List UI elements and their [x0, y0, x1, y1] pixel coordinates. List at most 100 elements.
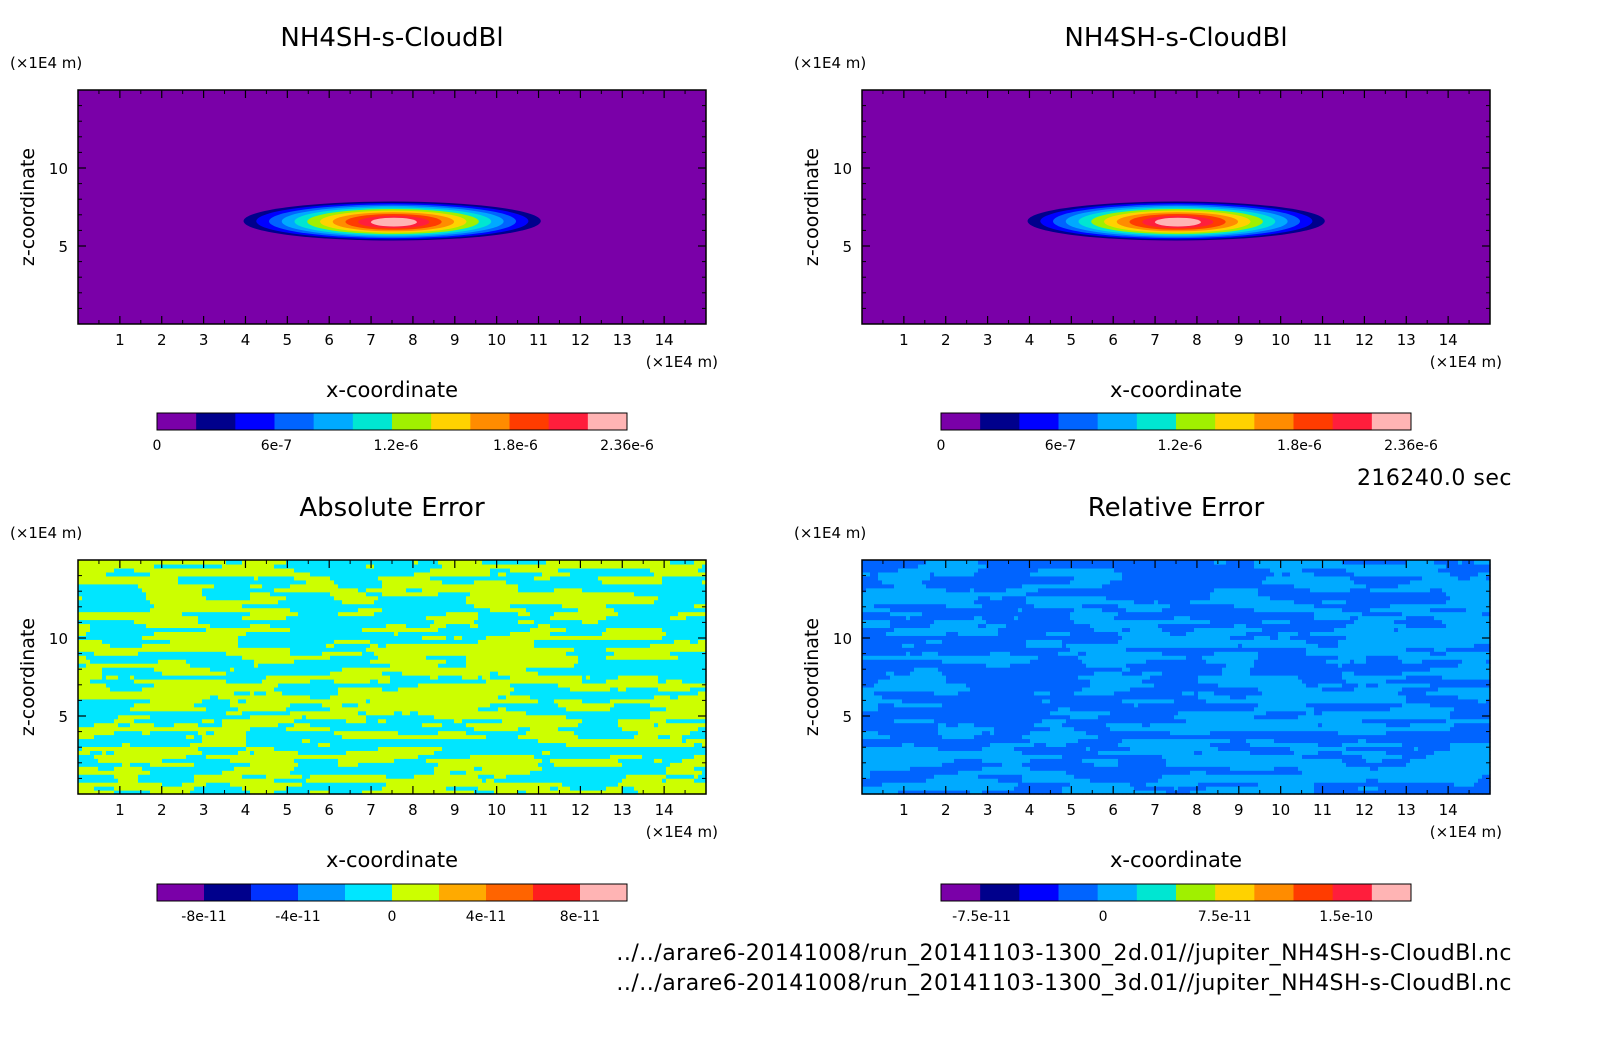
- field-cell: [266, 635, 271, 640]
- field-cell: [286, 651, 291, 656]
- field-cell: [118, 615, 123, 621]
- field-cell: [290, 782, 295, 787]
- field-cell: [178, 758, 183, 763]
- field-cell: [326, 758, 331, 763]
- field-cell: [226, 619, 231, 625]
- field-cell: [186, 758, 191, 763]
- field-cell: [134, 754, 139, 759]
- field-cell: [118, 782, 123, 787]
- field-cell: [250, 639, 255, 644]
- field-cell: [350, 770, 355, 775]
- field-cell: [198, 754, 203, 759]
- field-cell: [86, 682, 91, 688]
- field-cell: [82, 750, 87, 755]
- field-cell: [278, 702, 283, 708]
- field-cell: [246, 591, 251, 597]
- x-tick-label: 8: [408, 331, 418, 349]
- field-cell: [130, 607, 135, 613]
- field-cell: [266, 560, 271, 565]
- field-cell: [146, 686, 151, 692]
- field-cell: [322, 766, 327, 771]
- field-cell: [362, 738, 367, 744]
- field-cell: [86, 659, 91, 664]
- field-cell: [134, 587, 139, 593]
- field-cell: [230, 659, 235, 664]
- field-cell: [334, 611, 339, 617]
- field-cell: [174, 675, 179, 680]
- field-cell: [222, 587, 227, 593]
- field-cell: [126, 682, 131, 688]
- field-cell: [246, 698, 251, 704]
- field-cell: [266, 762, 271, 767]
- field-cell: [182, 790, 187, 795]
- field-cell: [102, 675, 107, 680]
- field-cell: [346, 639, 351, 644]
- field-cell: [142, 742, 147, 748]
- field-cell: [390, 746, 395, 751]
- field-cell: [258, 750, 263, 755]
- field-cell: [214, 671, 219, 676]
- field-cell: [346, 667, 351, 672]
- field-cell: [98, 770, 103, 775]
- colorbar-tick-label: 1.2e-6: [1158, 438, 1203, 454]
- field-cell: [338, 579, 343, 585]
- field-cell: [162, 678, 167, 684]
- field-cell: [222, 643, 227, 648]
- field-cell: [390, 655, 395, 660]
- field-cell: [90, 639, 95, 644]
- field-cell: [214, 571, 219, 577]
- field-cell: [234, 635, 239, 640]
- field-cell: [210, 786, 215, 791]
- field-cell: [218, 579, 223, 585]
- field-cell: [222, 663, 227, 668]
- field-cell: [162, 730, 167, 736]
- field-cell: [210, 567, 215, 573]
- field-cell: [190, 623, 195, 629]
- field-cell: [350, 627, 355, 632]
- field-cell: [302, 702, 307, 708]
- field-cell: [214, 702, 219, 708]
- field-cell: [262, 607, 267, 613]
- field-cell: [174, 579, 179, 585]
- field-cell: [318, 766, 323, 771]
- field-cell: [362, 698, 367, 704]
- field-cell: [90, 694, 95, 700]
- field-cell: [270, 575, 275, 581]
- field-cell: [238, 686, 243, 692]
- field-cell: [326, 567, 331, 573]
- field-cell: [314, 563, 319, 569]
- field-cell: [342, 655, 347, 660]
- field-cell: [290, 659, 295, 664]
- field-cell: [326, 738, 331, 744]
- field-cell: [282, 750, 287, 755]
- field-cell: [98, 766, 103, 771]
- field-cell: [218, 750, 223, 755]
- field-cell: [178, 734, 183, 740]
- field-cell: [266, 770, 271, 775]
- field-cell: [230, 599, 235, 605]
- field-cell: [302, 734, 307, 740]
- field-cell: [234, 591, 239, 597]
- field-cell: [370, 671, 375, 676]
- field-cell: [146, 583, 151, 589]
- field-cell: [258, 754, 263, 759]
- field-cell: [330, 675, 335, 680]
- field-cell: [354, 643, 359, 648]
- field-cell: [90, 591, 95, 597]
- field-cell: [102, 742, 107, 748]
- field-cell: [106, 639, 111, 644]
- field-cell: [350, 758, 355, 763]
- field-cell: [278, 706, 283, 712]
- field-cell: [390, 766, 395, 771]
- field-cell: [394, 766, 399, 771]
- field-cell: [190, 778, 195, 783]
- field-cell: [106, 655, 111, 660]
- field-cell: [106, 682, 111, 688]
- field-cell: [118, 726, 123, 732]
- field-cell: [218, 702, 223, 708]
- field-cell: [226, 774, 231, 779]
- field-cell: [310, 571, 315, 577]
- field-cell: [174, 659, 179, 664]
- field-cell: [310, 762, 315, 767]
- field-cell: [290, 702, 295, 708]
